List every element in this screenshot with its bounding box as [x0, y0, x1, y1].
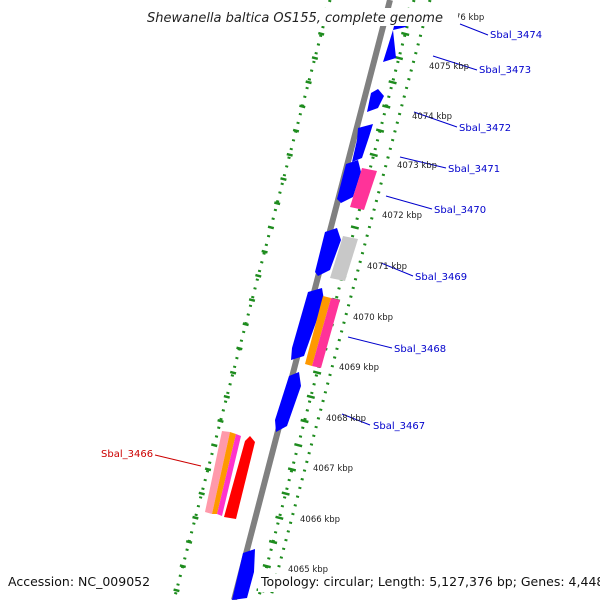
left-tick-4 — [299, 104, 306, 109]
left-tick-6 — [286, 152, 293, 157]
left-tick-1 — [317, 31, 325, 36]
kbp-label-2: 4074 kbp — [412, 112, 452, 122]
kbp-label-3: 4073 kbp — [397, 161, 437, 171]
gene-3468-stripe-magenta[interactable] — [312, 298, 340, 368]
outer-right-dotted-line — [268, 0, 432, 600]
left-tick-marks — [173, 7, 331, 593]
colored-genes — [205, 168, 377, 519]
gene-3466-stripe-magenta[interactable] — [217, 434, 241, 516]
gene-3469-grey[interactable] — [330, 236, 358, 281]
left-tick-21 — [192, 515, 199, 520]
right-tick-18 — [294, 442, 303, 448]
left-tick-11 — [255, 273, 262, 278]
gene-sbal-3469[interactable] — [315, 228, 341, 276]
kbp-label-5: 4071 kbp — [367, 262, 407, 272]
gene-label-sbal-3474[interactable]: Sbal_3474 — [490, 30, 542, 41]
title-backing — [140, 8, 458, 26]
gene-sbal-3468[interactable] — [291, 288, 324, 360]
left-tick-22 — [185, 539, 193, 544]
gene-sbal-3467[interactable] — [275, 372, 301, 432]
kbp-label-6: 4070 kbp — [353, 313, 393, 323]
left-tick-23 — [179, 564, 187, 569]
accession-text: Accession: NC_009052 — [8, 574, 150, 589]
left-tick-7 — [280, 177, 287, 182]
right-tick-21 — [275, 515, 284, 521]
right-tick-17 — [300, 418, 309, 424]
left-tick-10 — [261, 249, 268, 254]
right-tick-2 — [394, 55, 404, 61]
kbp-label-0: 76 kbp — [455, 13, 484, 23]
label-connectors — [154, 23, 489, 467]
gene-label-sbal-3470[interactable]: Sbal_3470 — [434, 205, 486, 216]
kbp-label-11: 4065 kbp — [288, 565, 328, 575]
left-tick-5 — [292, 128, 300, 133]
left-tick-17 — [217, 418, 224, 424]
left-tick-19 — [204, 467, 212, 472]
right-tick-23 — [262, 563, 272, 569]
forward-genes — [232, 8, 411, 600]
left-tick-3 — [305, 80, 312, 85]
gene-3466-stripe-orange[interactable] — [212, 432, 236, 514]
right-tick-22 — [268, 539, 278, 545]
kbp-label-4: 4072 kbp — [382, 211, 422, 221]
right-tick-20 — [281, 491, 290, 496]
kbp-label-9: 4067 kbp — [313, 464, 353, 474]
gene-label-sbal-3467[interactable]: Sbal_3467 — [373, 421, 425, 432]
gene-label-sbal-3472[interactable]: Sbal_3472 — [459, 123, 511, 134]
gene-label-sbal-3471[interactable]: Sbal_3471 — [448, 164, 500, 175]
kbp-label-1: 4075 kbp — [429, 62, 469, 72]
summary-backing — [258, 574, 594, 592]
left-tick-24 — [173, 588, 180, 593]
genome-title: Shewanella baltica OS155, complete genom… — [147, 11, 443, 26]
gene-labels: Sbal_3474 Sbal_3473 Sbal_3472 Sbal_3471 … — [101, 30, 542, 460]
left-tick-20 — [198, 491, 205, 496]
left-tick-14 — [236, 346, 243, 351]
gene-label-sbal-3468[interactable]: Sbal_3468 — [394, 344, 446, 355]
gene-3470-magenta[interactable] — [350, 168, 377, 210]
right-tick-15 — [312, 370, 322, 375]
kbp-label-7: 4069 kbp — [339, 363, 379, 373]
left-tick-2 — [311, 56, 319, 61]
right-tick-6 — [369, 152, 378, 158]
gene-sbal-3471[interactable] — [337, 160, 361, 203]
left-tick-15 — [229, 370, 237, 375]
right-tick-3 — [388, 80, 397, 85]
right-tick-4 — [382, 104, 391, 109]
gene-3466-stripe-pink[interactable] — [205, 431, 230, 514]
gene-sbal-3473[interactable] — [367, 89, 384, 112]
kbp-labels: 76 kbp 4075 kbp 4074 kbp 4073 kbp 4072 k… — [288, 13, 484, 575]
kbp-label-8: 4068 kbp — [326, 414, 366, 424]
left-tick-12 — [248, 298, 256, 303]
right-tick-9 — [350, 225, 360, 230]
gene-3466-red[interactable] — [224, 436, 255, 519]
left-tick-18 — [210, 443, 218, 448]
right-tick-5 — [375, 128, 385, 133]
left-tick-13 — [242, 322, 249, 327]
gene-label-sbal-3473[interactable]: Sbal_3473 — [479, 65, 531, 76]
left-tick-9 — [267, 225, 275, 230]
right-tick-1 — [400, 31, 410, 37]
right-tick-16 — [306, 394, 316, 400]
gene-3468-stripe-orange[interactable] — [305, 296, 331, 366]
kbp-label-10: 4066 kbp — [300, 515, 340, 525]
right-tick-19 — [287, 467, 297, 472]
gene-sbal-3472[interactable] — [352, 124, 373, 162]
gene-label-sbal-3469[interactable]: Sbal_3469 — [415, 272, 467, 283]
gene-sbal-3465[interactable] — [232, 549, 255, 600]
topology-summary-text: Topology: circular; Length: 5,127,376 bp… — [260, 574, 600, 589]
gene-label-sbal-3466[interactable]: Sbal_3466 — [101, 449, 153, 460]
left-tick-8 — [273, 201, 281, 206]
left-tick-16 — [223, 394, 231, 399]
